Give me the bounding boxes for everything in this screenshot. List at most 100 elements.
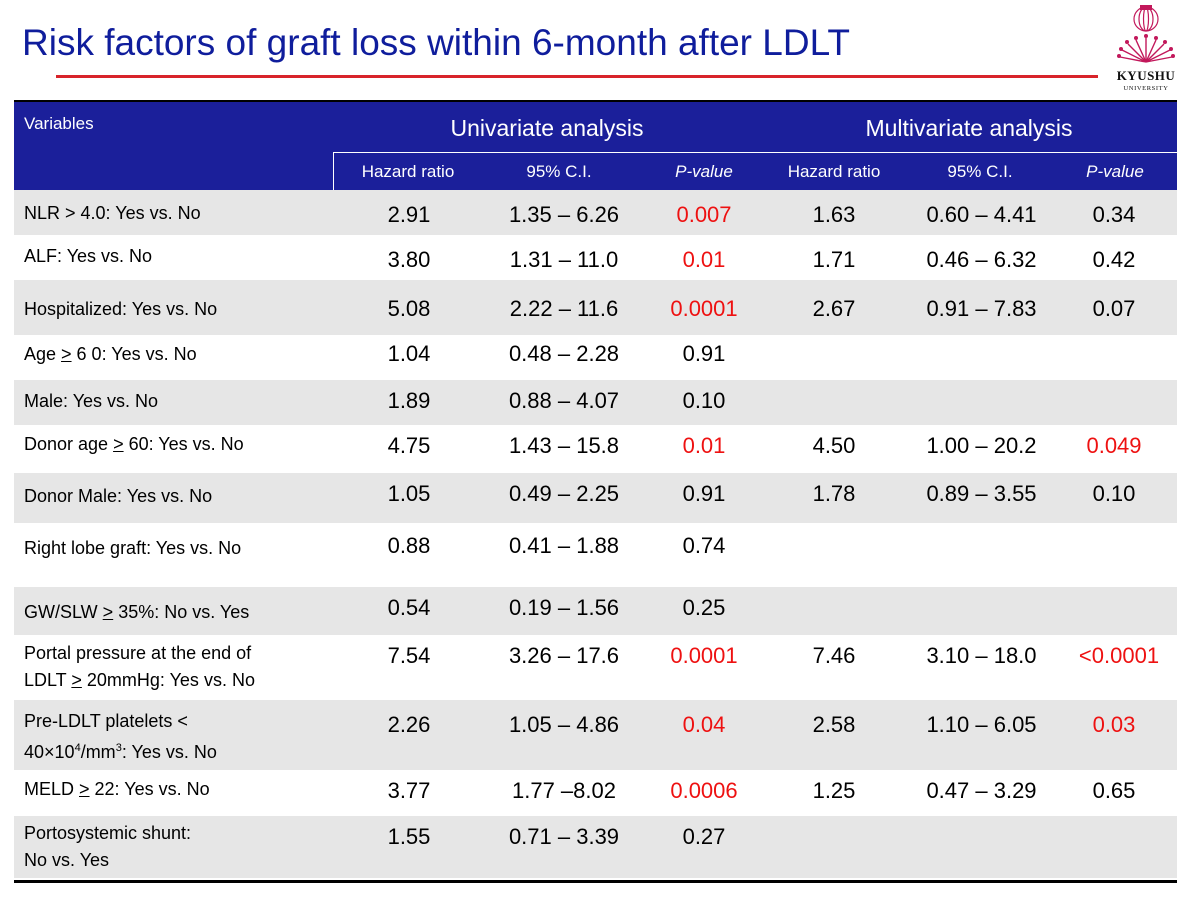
multivariate-p: <0.0001 bbox=[1078, 643, 1160, 668]
univariate-p: 0.04 bbox=[682, 712, 726, 737]
univariate-hr: 1.89 bbox=[387, 388, 431, 413]
multivariate-hr: 1.78 bbox=[812, 481, 856, 506]
table-row: MELD > 22: Yes vs. No 3.77 1.77 –8.02 0.… bbox=[14, 770, 1177, 816]
univariate-hr: 1.05 bbox=[387, 481, 431, 506]
table-row: ALF: Yes vs. No 3.80 1.31 – 11.0 0.01 1.… bbox=[14, 235, 1177, 280]
multivariate-hr: 2.67 bbox=[812, 296, 856, 321]
multivariate-p: 0.049 bbox=[1086, 433, 1142, 458]
univariate-p: 0.01 bbox=[682, 433, 726, 458]
univariate-ci: 0.71 – 3.39 bbox=[508, 824, 620, 849]
multivariate-ci: 1.00 – 20.2 bbox=[926, 433, 1037, 458]
header-vdivider bbox=[333, 152, 334, 190]
table-row: Portosystemic shunt: No vs. Yes 1.55 0.7… bbox=[14, 816, 1177, 878]
row-label: GW/SLW > 35%: No vs. Yes bbox=[24, 602, 250, 622]
risk-factor-table: Variables Univariate analysis Multivaria… bbox=[14, 100, 1177, 878]
multivariate-ci: 0.89 – 3.55 bbox=[926, 481, 1037, 506]
univariate-hr: 3.80 bbox=[387, 247, 431, 272]
univariate-hr: 1.55 bbox=[387, 824, 431, 849]
title-underline bbox=[56, 75, 1098, 78]
univariate-ci: 0.19 – 1.56 bbox=[508, 595, 620, 620]
univariate-p: 0.007 bbox=[676, 202, 732, 227]
crest-icon bbox=[1117, 5, 1175, 63]
multivariate-hr: 7.46 bbox=[812, 643, 856, 668]
row-label: Portosystemic shunt: No vs. Yes bbox=[24, 823, 192, 870]
univariate-hr: 3.77 bbox=[387, 778, 431, 803]
multivariate-p: 0.03 bbox=[1092, 712, 1136, 737]
logo-name: KYUSHU bbox=[1116, 68, 1176, 83]
table-row: Right lobe graft: Yes vs. No 0.88 0.41 –… bbox=[14, 523, 1177, 587]
multivariate-ci: 1.10 – 6.05 bbox=[926, 712, 1037, 737]
table-row: Male: Yes vs. No 1.89 0.88 – 4.07 0.10 bbox=[14, 380, 1177, 425]
table-row: Donor age > 60: Yes vs. No 4.75 1.43 – 1… bbox=[14, 425, 1177, 473]
univariate-ci: 1.05 – 4.86 bbox=[508, 712, 620, 737]
table-header-sub: Hazard ratio 95% C.I. P-value Hazard rat… bbox=[14, 152, 1177, 190]
row-label: Pre-LDLT platelets < 40×104/mm3: Yes vs.… bbox=[24, 711, 217, 762]
univariate-p: 0.0001 bbox=[670, 643, 738, 668]
univariate-header: Univariate analysis bbox=[450, 115, 644, 141]
univariate-ci: 0.49 – 2.25 bbox=[508, 481, 620, 506]
univariate-p: 0.91 bbox=[682, 341, 726, 366]
univariate-hr-header: Hazard ratio bbox=[361, 162, 455, 181]
table-row: Hospitalized: Yes vs. No 5.08 2.22 – 11.… bbox=[14, 280, 1177, 335]
row-label: MELD > 22: Yes vs. No bbox=[24, 779, 210, 799]
univariate-ci: 1.31 – 11.0 bbox=[509, 247, 619, 272]
univariate-hr: 1.04 bbox=[387, 341, 431, 366]
table-header-top: Variables Univariate analysis Multivaria… bbox=[14, 100, 1177, 152]
univariate-ci: 0.88 – 4.07 bbox=[508, 388, 620, 413]
univariate-ci: 1.43 – 15.8 bbox=[508, 433, 620, 458]
multivariate-hr: 1.63 bbox=[812, 202, 856, 227]
multivariate-hr: 4.50 bbox=[812, 433, 856, 458]
univariate-hr: 2.26 bbox=[387, 712, 431, 737]
multivariate-hr-header: Hazard ratio bbox=[787, 162, 881, 181]
univariate-hr: 7.54 bbox=[387, 643, 431, 668]
table-row: Age > 6 0: Yes vs. No 1.04 0.48 – 2.28 0… bbox=[14, 335, 1177, 380]
logo-subtitle: UNIVERSITY bbox=[1123, 85, 1169, 92]
univariate-ci: 1.35 – 6.26 bbox=[508, 202, 620, 227]
multivariate-p: 0.07 bbox=[1092, 296, 1136, 321]
row-label: Right lobe graft: Yes vs. No bbox=[24, 538, 242, 558]
multivariate-p: 0.42 bbox=[1092, 247, 1136, 272]
univariate-ci: 0.41 – 1.88 bbox=[508, 533, 620, 558]
univariate-hr: 4.75 bbox=[387, 433, 431, 458]
multivariate-p: 0.10 bbox=[1092, 481, 1136, 506]
table-row: GW/SLW > 35%: No vs. Yes 0.54 0.19 – 1.5… bbox=[14, 587, 1177, 635]
row-label: Donor Male: Yes vs. No bbox=[24, 486, 213, 506]
univariate-ci: 3.26 – 17.6 bbox=[508, 643, 620, 668]
univariate-p: 0.10 bbox=[682, 388, 726, 413]
header-divider bbox=[333, 152, 1177, 153]
univariate-ci-header: 95% C.I. bbox=[526, 162, 592, 181]
table-row: Pre-LDLT platelets < 40×104/mm3: Yes vs.… bbox=[14, 700, 1177, 770]
univariate-ci: 2.22 – 11.6 bbox=[509, 296, 619, 321]
univariate-hr: 0.54 bbox=[387, 595, 431, 620]
univariate-p: 0.74 bbox=[682, 533, 726, 558]
row-label: NLR > 4.0: Yes vs. No bbox=[24, 203, 201, 223]
univariate-p: 0.0006 bbox=[670, 778, 738, 803]
multivariate-ci: 0.91 – 7.83 bbox=[926, 296, 1037, 321]
univariate-hr: 2.91 bbox=[387, 202, 431, 227]
table-bottom-rule bbox=[14, 880, 1177, 883]
row-label: Donor age > 60: Yes vs. No bbox=[24, 434, 244, 454]
univariate-p: 0.27 bbox=[682, 824, 726, 849]
row-label: ALF: Yes vs. No bbox=[24, 246, 153, 266]
table-row: Donor Male: Yes vs. No 1.05 0.49 – 2.25 … bbox=[14, 473, 1177, 523]
multivariate-hr: 1.71 bbox=[812, 247, 856, 272]
multivariate-p-header: P-value bbox=[1086, 162, 1144, 181]
multivariate-p: 0.34 bbox=[1092, 202, 1136, 227]
univariate-p-header: P-value bbox=[675, 162, 733, 181]
multivariate-hr: 2.58 bbox=[812, 712, 856, 737]
row-label: Age > 6 0: Yes vs. No bbox=[24, 344, 197, 364]
univariate-hr: 5.08 bbox=[387, 296, 431, 321]
univariate-ci: 0.48 – 2.28 bbox=[508, 341, 620, 366]
row-label: Portal pressure at the end of LDLT > 20m… bbox=[24, 643, 255, 690]
row-label: Hospitalized: Yes vs. No bbox=[24, 299, 218, 319]
multivariate-ci: 0.46 – 6.32 bbox=[926, 247, 1037, 272]
univariate-hr: 0.88 bbox=[387, 533, 431, 558]
variables-header: Variables bbox=[24, 114, 94, 133]
multivariate-header: Multivariate analysis bbox=[865, 115, 1073, 141]
multivariate-hr: 1.25 bbox=[812, 778, 856, 803]
univariate-p: 0.25 bbox=[682, 595, 726, 620]
page-title: Risk factors of graft loss within 6-mont… bbox=[22, 22, 851, 63]
multivariate-ci: 0.60 – 4.41 bbox=[926, 202, 1037, 227]
university-logo: KYUSHU UNIVERSITY bbox=[1104, 4, 1188, 94]
univariate-p: 0.01 bbox=[682, 247, 726, 272]
